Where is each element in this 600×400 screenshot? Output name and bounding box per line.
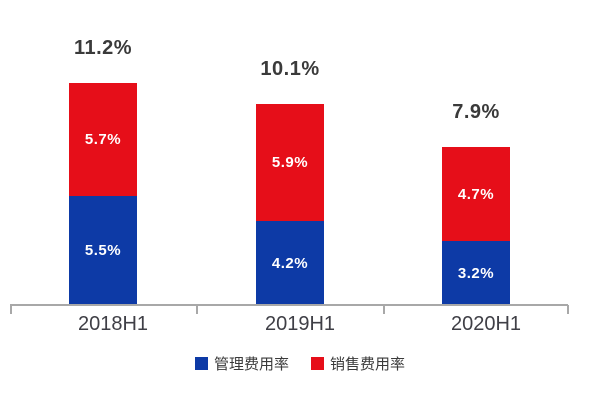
x-axis-label-2020H1: 2020H1 — [450, 313, 522, 335]
axis-tick — [567, 305, 569, 314]
sales-expense-segment: 5.7% — [69, 83, 137, 196]
bar-group-2020H1: 7.9% 4.7% 3.2% — [442, 101, 510, 305]
axis-tick — [196, 305, 198, 314]
legend: 管理费用率 销售费用率 — [0, 353, 600, 374]
sales-expense-segment: 5.9% — [256, 104, 324, 221]
legend-item-sales: 销售费用率 — [311, 353, 405, 374]
management-expense-segment: 4.2% — [256, 221, 324, 305]
management-expense-segment: 5.5% — [69, 196, 137, 305]
legend-label: 销售费用率 — [330, 356, 406, 373]
x-axis-line — [10, 304, 568, 306]
axis-tick — [383, 305, 385, 314]
legend-label: 管理费用率 — [213, 356, 289, 373]
x-axis-label-2018H1: 2018H1 — [77, 313, 149, 335]
sales-expense-segment: 4.7% — [442, 147, 510, 241]
total-label: 11.2% — [73, 37, 133, 59]
axis-tick — [10, 305, 12, 314]
legend-swatch-icon — [311, 357, 324, 370]
legend-swatch-icon — [194, 357, 208, 370]
management-expense-segment: 3.2% — [442, 241, 510, 305]
total-label: 10.1% — [260, 58, 320, 80]
total-label: 7.9% — [452, 101, 500, 123]
legend-item-management: 管理费用率 — [194, 353, 289, 374]
x-axis-label-2019H1: 2019H1 — [264, 313, 336, 335]
bar-group-2019H1: 10.1% 5.9% 4.2% — [256, 58, 324, 305]
bar-group-2018H1: 11.2% 5.7% 5.5% — [69, 37, 137, 305]
